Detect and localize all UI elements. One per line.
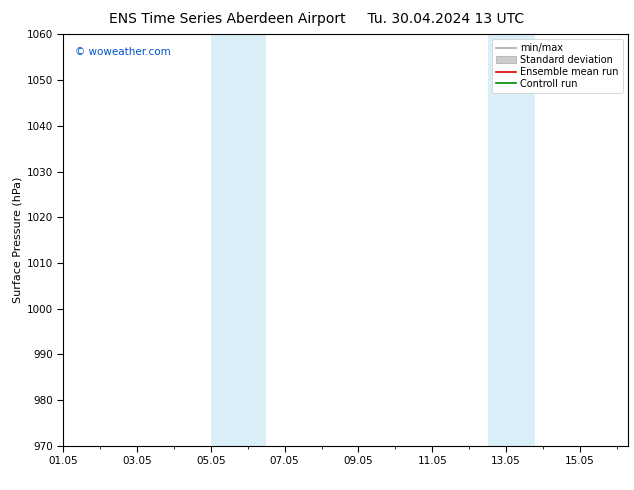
Y-axis label: Surface Pressure (hPa): Surface Pressure (hPa) [13,177,23,303]
Bar [488,34,536,446]
Legend: min/max, Standard deviation, Ensemble mean run, Controll run: min/max, Standard deviation, Ensemble me… [492,39,623,93]
Bar [211,34,266,446]
Text: © woweather.com: © woweather.com [75,47,171,57]
Text: ENS Time Series Aberdeen Airport     Tu. 30.04.2024 13 UTC: ENS Time Series Aberdeen Airport Tu. 30.… [110,12,524,26]
